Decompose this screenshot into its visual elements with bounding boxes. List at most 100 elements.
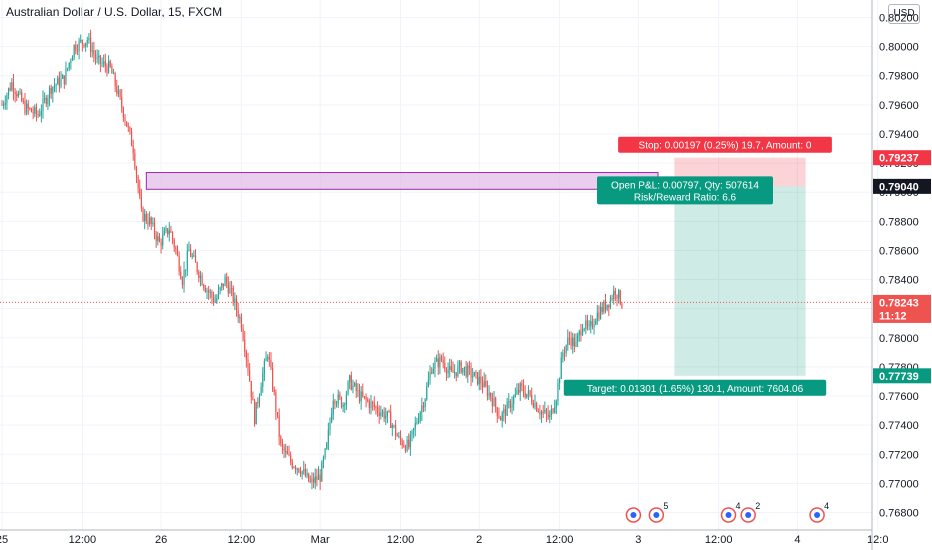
candle-body (462, 368, 464, 373)
candle-body (434, 361, 436, 369)
candle-body (563, 352, 566, 354)
candle-body (262, 373, 264, 387)
x-tick-label: 12:00 (228, 534, 256, 546)
candle-body (373, 403, 375, 407)
candle-body (608, 304, 610, 308)
candle-body (112, 73, 115, 75)
candle-body (286, 451, 288, 455)
candle-body (347, 382, 349, 395)
y-tick-label: 0.77400 (879, 420, 919, 432)
candle-body (383, 411, 385, 419)
candle-body (106, 66, 108, 73)
candle-body (170, 230, 172, 233)
candle-body (342, 404, 344, 408)
candle-body (580, 330, 582, 336)
candle-body (1, 104, 3, 106)
event-flag-dot (745, 512, 752, 518)
pnl-text-bg (597, 176, 773, 205)
candle-body (349, 375, 351, 383)
candle-body (88, 37, 90, 41)
candle-body (139, 187, 141, 196)
candle-body (527, 390, 530, 394)
candle-body (313, 478, 315, 483)
candle-body (537, 410, 539, 413)
candle-body (445, 369, 448, 374)
candle-body (598, 312, 600, 319)
x-tick-label: 12:00 (69, 534, 97, 546)
candle-body (76, 50, 79, 52)
candle-body (101, 63, 103, 65)
currency-button[interactable]: USD (888, 4, 920, 24)
candle-body (204, 287, 206, 292)
candle-body (555, 401, 557, 408)
last-price-label-bg (873, 294, 931, 323)
candle-body (299, 471, 302, 475)
candle-body (550, 408, 552, 416)
candle-body (145, 214, 147, 222)
candle-body (206, 290, 208, 292)
candle-body (406, 439, 408, 451)
candle-body (590, 321, 592, 325)
candle-body (304, 469, 306, 477)
candle-body (309, 481, 311, 483)
candle-body (465, 366, 467, 377)
candle-body (606, 304, 608, 310)
candle-body (554, 407, 556, 413)
position-texts: Stop: 0.00197 (0.25%) 19.7, Amount: 0 Ope… (563, 136, 832, 396)
event-count: 4 (824, 501, 829, 511)
candle-body (444, 363, 446, 370)
candle-body (472, 376, 474, 378)
candle-body (60, 78, 62, 87)
candle-body (249, 370, 251, 382)
candle-body (293, 467, 295, 469)
candle-body (475, 372, 477, 374)
candle-body (250, 381, 252, 398)
candle-body (239, 317, 241, 319)
candle-body (281, 443, 284, 447)
candle-body (486, 385, 489, 396)
candle-body (360, 391, 362, 402)
candle-body (176, 249, 179, 256)
x-tick-label: 12:00 (546, 534, 574, 546)
candle-body (358, 390, 361, 402)
candle-body (270, 359, 272, 369)
candle-body (495, 397, 497, 408)
candle-body (16, 94, 18, 97)
candle-body (388, 411, 390, 413)
candle-body (357, 390, 359, 392)
candle-body (216, 297, 218, 302)
candle-body (303, 469, 305, 472)
candle-body (431, 372, 433, 374)
y-tick-label: 0.77000 (879, 478, 919, 490)
candle-body (24, 101, 26, 114)
candle-body (4, 103, 6, 105)
candle-body (540, 411, 543, 415)
candle-body (144, 214, 146, 221)
candle-body (501, 413, 503, 421)
candle-body (135, 167, 138, 177)
candle-body (231, 287, 233, 289)
candle-body (508, 401, 510, 403)
candle-body (126, 121, 128, 127)
candle-body (562, 352, 564, 358)
candle-body (44, 97, 46, 99)
y-tick-label: 0.79400 (879, 129, 919, 141)
candle-body (52, 87, 54, 94)
candle-body (57, 77, 59, 85)
candle-body (340, 397, 343, 408)
candle-body (468, 365, 470, 368)
candle-body (242, 328, 244, 340)
candle-body (185, 269, 187, 271)
candle-body (268, 357, 270, 360)
candle-body (514, 393, 516, 397)
candle-body (19, 92, 21, 94)
candle-body (157, 236, 159, 241)
candle-body (442, 360, 444, 364)
candle-body (27, 103, 29, 109)
candle-body (224, 276, 226, 287)
candle-body (324, 448, 326, 458)
candle-body (506, 401, 508, 416)
candle-body (559, 379, 561, 383)
zone-rect (145, 172, 659, 190)
